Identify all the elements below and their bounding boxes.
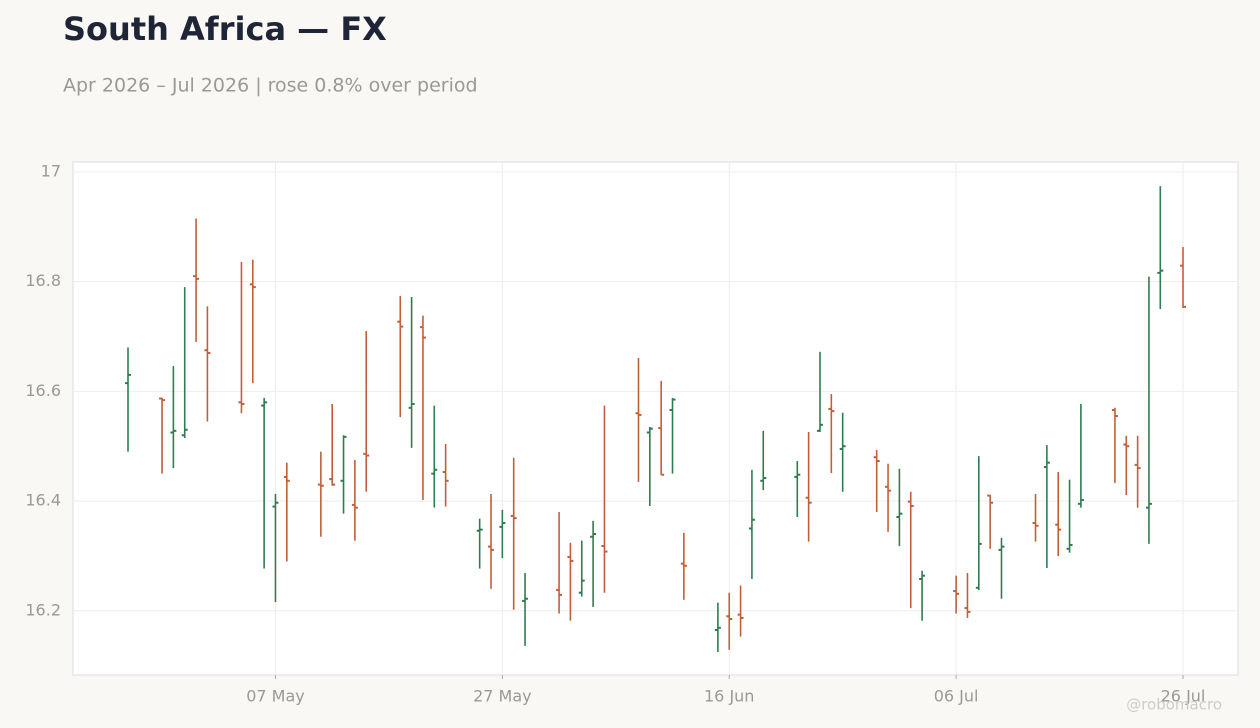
watermark: @robomacro — [1126, 696, 1222, 714]
y-tick-label: 16.6 — [25, 381, 61, 400]
y-tick-label: 16.8 — [25, 271, 61, 290]
x-tick-label: 16 Jun — [704, 687, 754, 706]
y-tick-label: 16.4 — [25, 491, 61, 510]
x-tick-label: 07 May — [246, 687, 305, 706]
chart-subtitle: Apr 2026 – Jul 2026 | rose 0.8% over per… — [63, 75, 478, 97]
y-tick-label: 16.2 — [25, 600, 61, 619]
x-tick-label: 26 Jul — [1161, 687, 1206, 706]
x-tick-label: 27 May — [473, 687, 532, 706]
x-tick-label: 06 Jul — [934, 687, 979, 706]
y-tick-label: 17 — [41, 161, 61, 180]
plot-area — [72, 161, 1239, 676]
chart-title: South Africa — FX — [63, 10, 387, 48]
